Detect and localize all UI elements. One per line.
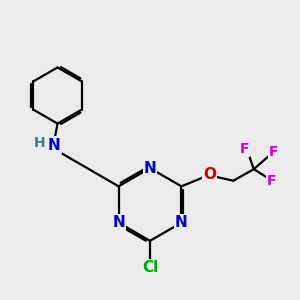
Text: N: N [112,215,125,230]
Text: F: F [240,142,249,156]
Text: F: F [267,174,277,188]
Text: N: N [175,215,188,230]
Text: O: O [203,167,216,182]
Text: Cl: Cl [142,260,158,275]
Text: F: F [269,145,278,159]
Text: N: N [144,161,156,176]
Text: H: H [34,136,45,150]
Text: N: N [48,137,61,152]
